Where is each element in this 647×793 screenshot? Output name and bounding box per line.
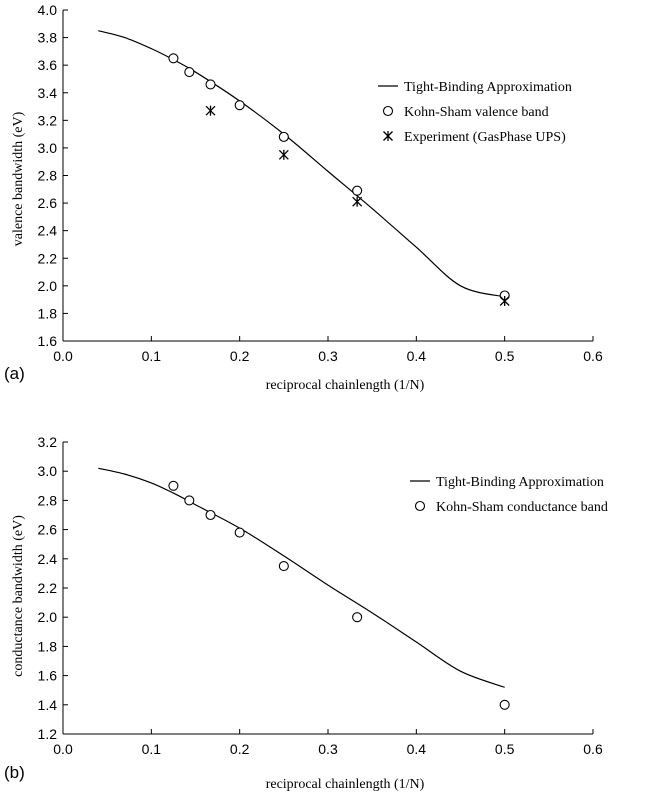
legend-ks-marker bbox=[382, 105, 394, 117]
y-tick-label: 2.0 bbox=[38, 609, 58, 625]
x-tick-label: 0.3 bbox=[318, 741, 338, 757]
y-tick-label: 1.6 bbox=[38, 333, 58, 349]
kohn-sham-point bbox=[352, 612, 363, 623]
kohn-sham-point bbox=[278, 131, 289, 142]
kohn-sham-point bbox=[205, 79, 216, 90]
panel-b: 0.0 0.1 0.2 0.3 0.4 0.5 0.6 1.2 1.4 1.6 1.8 2.0 2.2 2… bbox=[4, 434, 608, 792]
y-tick-label: 1.4 bbox=[38, 697, 58, 713]
y-tick-label: 1.6 bbox=[38, 668, 58, 684]
x-tick-label: 0.5 bbox=[495, 348, 515, 364]
y-tick-label: 3.0 bbox=[38, 140, 58, 156]
legend-exp-marker bbox=[383, 131, 393, 141]
kohn-sham-point bbox=[168, 53, 179, 64]
y-tick-label: 2.0 bbox=[38, 278, 58, 294]
x-tick-label: 0.5 bbox=[495, 741, 515, 757]
y-tick-label: 3.2 bbox=[38, 434, 58, 450]
kohn-sham-point bbox=[205, 509, 216, 521]
x-tick-label: 0.3 bbox=[318, 348, 338, 364]
kohn-sham-point bbox=[499, 699, 510, 710]
y-tick-label: 2.4 bbox=[38, 551, 58, 567]
y-tick-label: 3.4 bbox=[38, 85, 58, 101]
x-tick-label: 0.4 bbox=[407, 741, 427, 757]
kohn-sham-point bbox=[184, 495, 195, 506]
experiment-point bbox=[278, 149, 289, 160]
y-tick-label: 2.8 bbox=[38, 492, 58, 508]
y-tick-label: 2.6 bbox=[38, 522, 58, 538]
panel-a: 0.0 0.1 0.2 0.3 0.4 0.5 0.6 1.6 1.8 2.0 2.2 2.4 2.6 2… bbox=[4, 2, 603, 393]
panel-b-label: (b) bbox=[4, 763, 25, 782]
y-tick-label: 2.8 bbox=[38, 168, 58, 184]
y-tick-label: 3.8 bbox=[38, 30, 58, 46]
y-tick-label: 2.4 bbox=[38, 223, 58, 239]
x-tick-label: 0.6 bbox=[583, 741, 603, 757]
panel-a-legend: Tight-Binding Approximation Kohn-Sham va… bbox=[378, 80, 572, 145]
panel-a-y-axis-title: valence bandwidth (eV) bbox=[11, 111, 26, 246]
x-tick-label: 0.0 bbox=[53, 741, 73, 757]
experiment-point bbox=[352, 196, 363, 207]
kohn-sham-point bbox=[352, 185, 363, 196]
y-tick-label: 2.2 bbox=[38, 250, 58, 266]
x-tick-label: 0.4 bbox=[407, 348, 427, 364]
x-tick-label: 0.6 bbox=[583, 348, 603, 364]
x-tick-label: 0.0 bbox=[53, 348, 73, 364]
x-tick-label: 0.2 bbox=[230, 741, 250, 757]
y-tick-label: 1.2 bbox=[38, 726, 58, 742]
panel-a-series bbox=[98, 30, 510, 307]
panel-b-ticks: 0.0 0.1 0.2 0.3 0.4 0.5 0.6 1.2 1.4 1.6 1.8 2.0 2.2 2… bbox=[38, 434, 603, 757]
kohn-sham-point bbox=[234, 100, 245, 111]
y-tick-label: 4.0 bbox=[38, 2, 58, 18]
legend-exp-label: Experiment (GasPhase UPS) bbox=[404, 130, 566, 145]
panel-b-x-axis-title: reciprocal chainlength (1/N) bbox=[266, 777, 425, 792]
panel-a-axes bbox=[62, 10, 593, 342]
experiment-point bbox=[499, 296, 510, 307]
legend-b-tb-label: Tight-Binding Approximation bbox=[436, 475, 604, 490]
kohn-sham-point bbox=[234, 527, 245, 538]
legend-b-ks-marker bbox=[414, 500, 426, 512]
y-tick-label: 2.2 bbox=[38, 580, 58, 596]
legend-ks-label: Kohn-Sham valence band bbox=[404, 105, 549, 120]
x-tick-label: 0.1 bbox=[142, 348, 162, 364]
panel-a-ticks: 0.0 0.1 0.2 0.3 0.4 0.5 0.6 1.6 1.8 2.0 2.2 2.4 2.6 2… bbox=[38, 2, 603, 364]
y-tick-label: 1.8 bbox=[38, 305, 58, 321]
x-tick-label: 0.1 bbox=[142, 741, 162, 757]
legend-tb-label: Tight-Binding Approximation bbox=[404, 80, 572, 95]
y-tick-label: 3.6 bbox=[38, 57, 58, 73]
legend-b-ks-label: Kohn-Sham conductance band bbox=[436, 500, 608, 515]
y-tick-label: 3.2 bbox=[38, 112, 58, 128]
y-tick-label: 3.0 bbox=[38, 463, 58, 479]
experiment-point bbox=[205, 105, 216, 116]
tight-binding-line bbox=[98, 30, 505, 298]
x-tick-label: 0.2 bbox=[230, 348, 250, 364]
y-tick-label: 2.6 bbox=[38, 195, 58, 211]
kohn-sham-point bbox=[184, 67, 195, 78]
panel-b-legend: Tight-Binding Approximation Kohn-Sham co… bbox=[410, 475, 608, 515]
panel-b-series bbox=[98, 467, 510, 710]
panel-a-x-axis-title: reciprocal chainlength (1/N) bbox=[266, 378, 425, 393]
y-tick-label: 1.8 bbox=[38, 638, 58, 654]
kohn-sham-point bbox=[168, 480, 179, 491]
panel-a-label: (a) bbox=[4, 364, 25, 383]
kohn-sham-point bbox=[278, 561, 289, 572]
panel-b-y-axis-title: conductance bandwidth (eV) bbox=[11, 515, 26, 677]
tight-binding-line bbox=[98, 467, 505, 688]
